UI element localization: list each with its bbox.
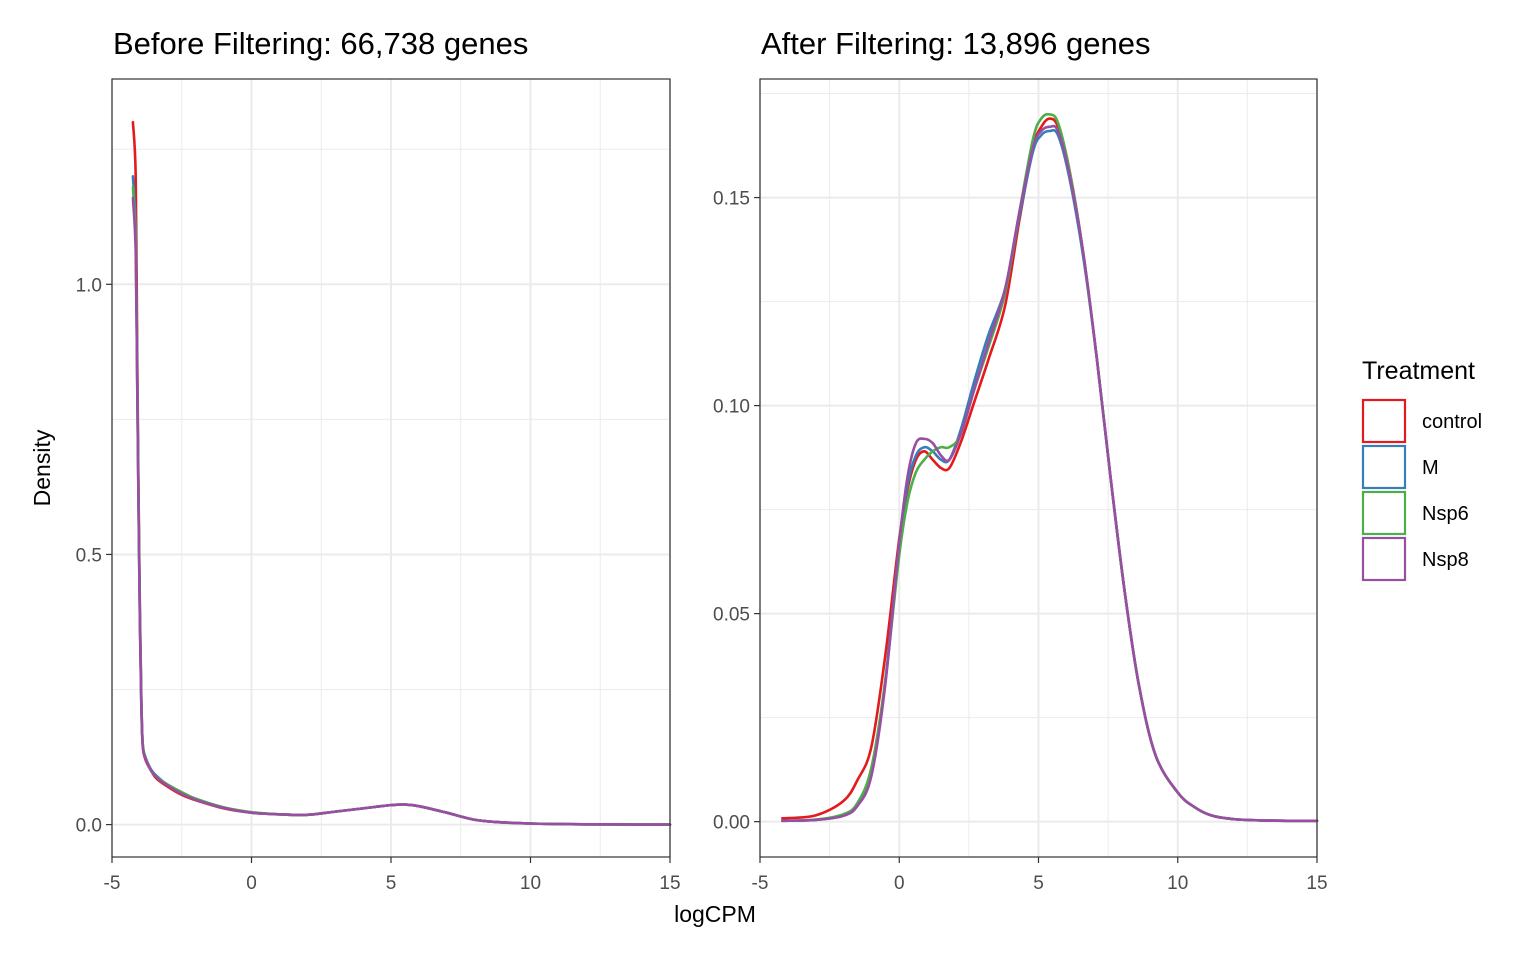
legend-title: Treatment bbox=[1362, 357, 1475, 385]
x-axis-after: -5 0 5 10 15 bbox=[752, 857, 1328, 894]
y-tick-label: 0.05 bbox=[713, 605, 750, 626]
y-tick-label: 0.0 bbox=[76, 816, 102, 837]
y-tick-label: 0.5 bbox=[76, 545, 102, 566]
panel-title-after: After Filtering: 13,896 genes bbox=[761, 26, 1150, 61]
x-axis-before: -5 0 5 10 15 bbox=[104, 857, 681, 894]
legend: Treatment control M Nsp6 Nsp8 bbox=[1361, 357, 1482, 582]
x-tick-label: 0 bbox=[894, 873, 905, 894]
x-tick-label: 10 bbox=[520, 873, 541, 894]
x-tick-label: 15 bbox=[659, 873, 680, 894]
x-tick-label: 15 bbox=[1306, 873, 1327, 894]
series-line-nsp8-after bbox=[780, 124, 1319, 823]
legend-item-nsp8: Nsp8 bbox=[1361, 536, 1469, 582]
legend-item-nsp6: Nsp6 bbox=[1361, 490, 1469, 536]
legend-label: Nsp6 bbox=[1422, 503, 1469, 525]
legend-key-m bbox=[1361, 444, 1407, 490]
x-axis-title: logCPM bbox=[674, 901, 756, 927]
panel-after-filtering: After Filtering: 13,896 genes -5 0 5 10 15 0… bbox=[713, 26, 1328, 894]
panel-title-before: Before Filtering: 66,738 genes bbox=[113, 26, 528, 61]
x-tick-label: -5 bbox=[752, 873, 769, 894]
x-tick-label: 5 bbox=[1033, 873, 1044, 894]
series-line-nsp8-before bbox=[131, 196, 672, 826]
y-tick-label: 0.15 bbox=[713, 189, 750, 210]
series-lines-after bbox=[780, 112, 1319, 823]
legend-items: control M Nsp6 Nsp8 bbox=[1361, 398, 1482, 582]
x-tick-label: 0 bbox=[246, 873, 257, 894]
y-tick-label: 0.10 bbox=[713, 397, 750, 418]
x-tick-label: -5 bbox=[104, 873, 121, 894]
grid-before bbox=[111, 79, 671, 857]
legend-label: Nsp8 bbox=[1422, 549, 1469, 571]
y-axis-title: Density bbox=[29, 429, 55, 506]
legend-label: M bbox=[1422, 457, 1439, 479]
panel-before-filtering: Before Filtering: 66,738 genes -5 0 5 10 15 … bbox=[76, 26, 681, 894]
y-axis-after: 0.00 0.05 0.10 0.15 bbox=[713, 189, 760, 834]
series-lines-before bbox=[131, 120, 672, 826]
x-tick-label: 10 bbox=[1167, 873, 1188, 894]
y-axis-before: 0.0 0.5 1.0 bbox=[76, 275, 112, 837]
legend-key-nsp8 bbox=[1361, 536, 1407, 582]
legend-item-control: control bbox=[1361, 398, 1482, 444]
legend-item-m: M bbox=[1361, 444, 1439, 490]
legend-key-nsp6 bbox=[1361, 490, 1407, 536]
legend-key-control bbox=[1361, 398, 1407, 444]
y-tick-label: 1.0 bbox=[76, 275, 102, 296]
legend-label: control bbox=[1422, 411, 1482, 433]
y-tick-label: 0.00 bbox=[713, 813, 750, 834]
grid-after bbox=[759, 79, 1318, 857]
x-tick-label: 5 bbox=[386, 873, 397, 894]
